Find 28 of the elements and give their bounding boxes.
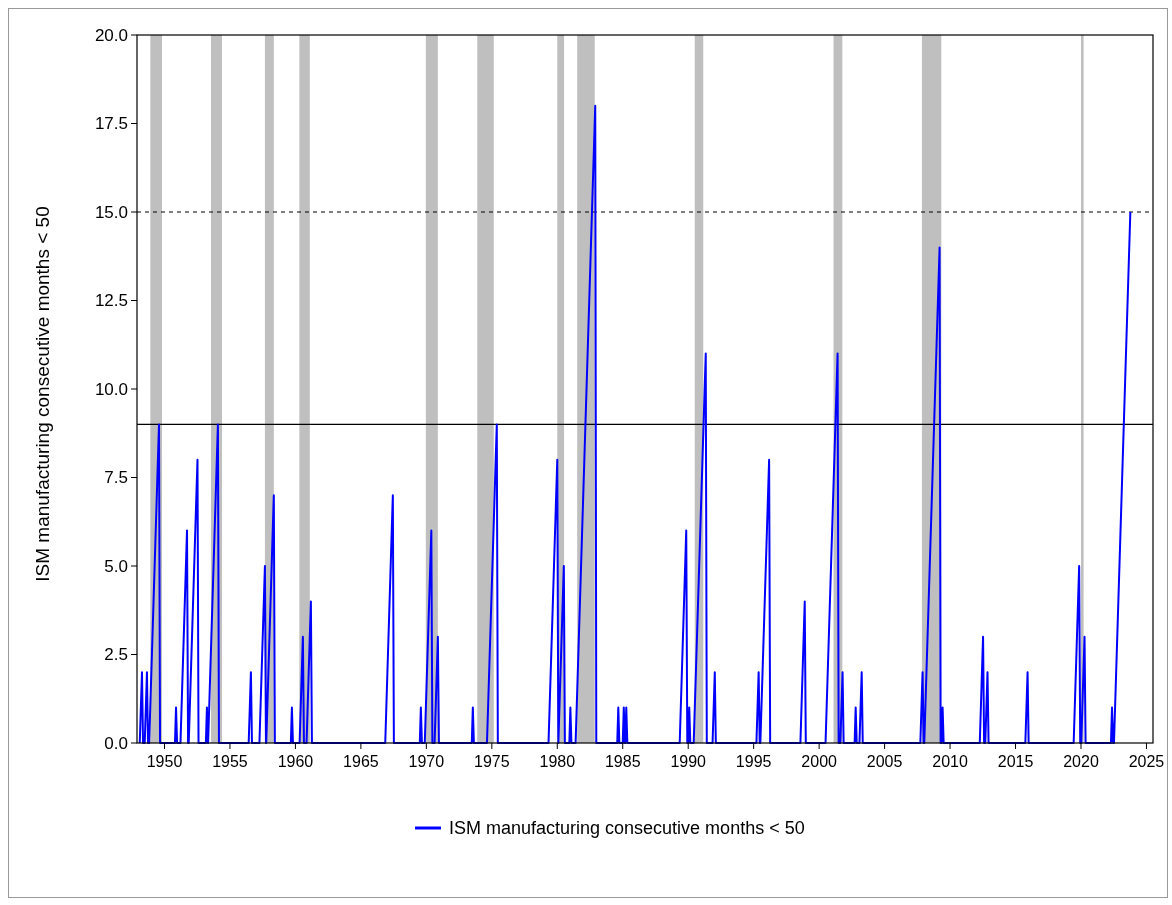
y-tick-label: 20.0: [94, 25, 128, 45]
x-tick-label: 2010: [932, 753, 968, 770]
line-series: [138, 104, 1132, 744]
x-tick-label: 1960: [277, 753, 314, 770]
y-tick-label: 10.0: [94, 379, 128, 399]
y-tick-label: 5.0: [104, 556, 128, 576]
x-tick-label: 1980: [539, 753, 576, 770]
y-tick-label: 2.5: [104, 645, 128, 665]
x-tick-label: 2015: [997, 753, 1034, 770]
x-tick-label: 1990: [670, 753, 707, 770]
x-tick-label: 1970: [408, 753, 445, 770]
x-tick-label: 1950: [146, 753, 183, 770]
x-tick-label: 2020: [1063, 753, 1099, 770]
legend-label: ISM manufacturing consecutive months < 50: [449, 818, 805, 839]
y-tick-label: 0.0: [104, 733, 128, 753]
y-tick-label: 12.5: [94, 291, 128, 311]
x-tick-label: 1955: [212, 753, 248, 770]
x-tick-label: 1975: [474, 753, 510, 770]
y-tick-label: 15.0: [94, 202, 128, 222]
y-tick-label: 17.5: [94, 114, 128, 134]
x-tick-label: 1995: [735, 753, 772, 770]
y-axis-title: ISM manufacturing consecutive months < 50: [32, 206, 53, 582]
x-tick-label: 2025: [1128, 753, 1165, 770]
x-tick-label: 1985: [604, 753, 641, 770]
x-tick-label: 1965: [343, 753, 379, 770]
y-tick-label: 7.5: [104, 468, 128, 488]
x-tick-label: 2000: [801, 753, 838, 770]
x-tick-label: 2005: [866, 753, 903, 770]
